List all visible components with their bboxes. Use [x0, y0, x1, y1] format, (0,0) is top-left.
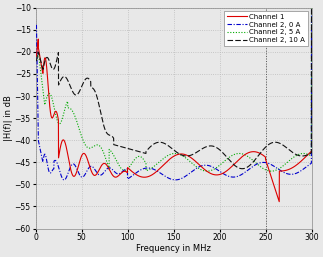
Channel 2, 0 A — [48, 171, 52, 174]
Channel 2, 10 A — [240, 167, 244, 170]
Channel 1 — [302, 157, 306, 160]
Channel 1 — [309, 150, 313, 153]
Channel 2, 10 A — [48, 61, 52, 64]
Channel 2, 5 A — [48, 92, 52, 95]
Channel 2, 0 A — [168, 177, 172, 180]
Legend: Channel 1, Channel 2, 0 A, Channel 2, 5 A, Channel 2, 10 A: Channel 1, Channel 2, 0 A, Channel 2, 5 … — [224, 11, 308, 46]
Channel 2, 5 A — [34, 59, 37, 62]
Channel 2, 5 A — [302, 152, 306, 155]
Channel 1 — [251, 150, 255, 153]
Channel 2, 0 A — [302, 167, 306, 170]
Line: Channel 1: Channel 1 — [36, 39, 311, 202]
Channel 1 — [161, 164, 164, 167]
Channel 2, 5 A — [161, 158, 164, 161]
Channel 2, 10 A — [309, 6, 313, 9]
X-axis label: Frequency in MHz: Frequency in MHz — [136, 244, 211, 253]
Channel 2, 0 A — [309, 6, 313, 9]
Channel 1 — [277, 200, 281, 203]
Channel 2, 5 A — [205, 170, 209, 173]
Line: Channel 2, 10 A: Channel 2, 10 A — [36, 8, 311, 169]
Line: Channel 2, 0 A: Channel 2, 0 A — [36, 8, 311, 180]
Channel 1 — [36, 38, 40, 41]
Channel 2, 0 A — [34, 24, 37, 27]
Channel 1 — [168, 158, 172, 161]
Channel 2, 0 A — [161, 173, 164, 176]
Channel 2, 5 A — [302, 152, 306, 155]
Channel 1 — [34, 55, 37, 58]
Channel 1 — [302, 157, 306, 160]
Channel 2, 0 A — [251, 165, 255, 168]
Line: Channel 2, 5 A: Channel 2, 5 A — [36, 8, 311, 171]
Channel 2, 10 A — [302, 154, 306, 158]
Channel 2, 10 A — [34, 59, 37, 62]
Channel 2, 10 A — [302, 154, 306, 158]
Y-axis label: |H(f)| in dB: |H(f)| in dB — [4, 95, 13, 141]
Channel 2, 0 A — [302, 168, 306, 171]
Channel 2, 10 A — [168, 145, 172, 148]
Channel 2, 10 A — [251, 161, 255, 164]
Channel 2, 0 A — [62, 178, 66, 181]
Channel 2, 5 A — [309, 6, 313, 9]
Channel 2, 5 A — [251, 159, 255, 162]
Channel 2, 5 A — [168, 153, 172, 156]
Channel 1 — [48, 106, 52, 109]
Channel 2, 10 A — [161, 141, 164, 144]
